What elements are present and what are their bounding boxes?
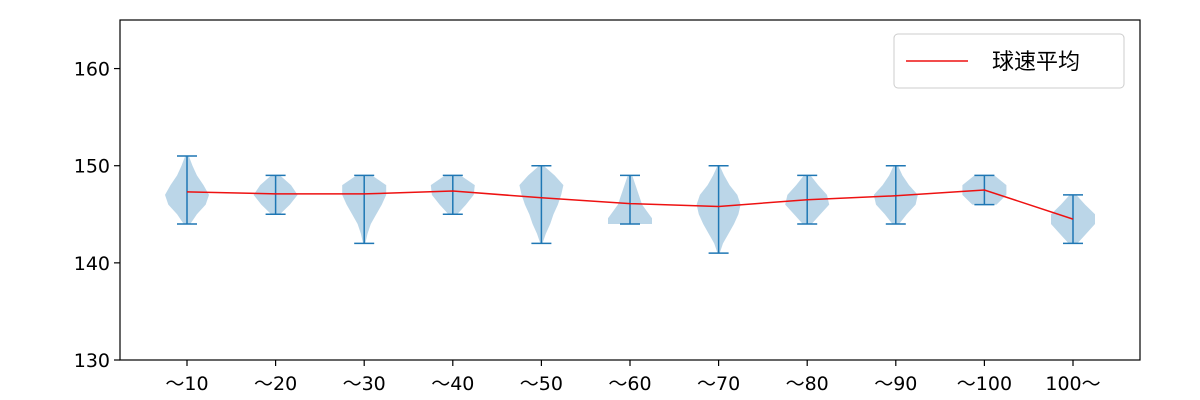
x-tick-label: ～10 bbox=[165, 373, 208, 395]
x-tick-label: ～80 bbox=[786, 373, 829, 395]
violin-2 bbox=[253, 174, 298, 216]
y-tick-label: 140 bbox=[74, 253, 110, 275]
violin-3 bbox=[342, 174, 387, 245]
legend: 球速平均 bbox=[893, 33, 1125, 89]
x-axis: ～10 ～20 ～30 ～40 ～50 ～60 ～70 ～80 ～90 ～100 100～ bbox=[165, 360, 1101, 395]
violin-1 bbox=[165, 155, 209, 225]
x-tick-label: ～60 bbox=[608, 373, 651, 395]
violin-6 bbox=[608, 174, 652, 225]
x-tick-label: ～30 bbox=[343, 373, 386, 395]
legend-box bbox=[893, 33, 1125, 89]
violin-7 bbox=[696, 164, 741, 254]
x-tick-label: ～20 bbox=[254, 373, 297, 395]
x-tick-label: 100～ bbox=[1045, 373, 1100, 395]
x-tick-label: ～40 bbox=[431, 373, 474, 395]
y-tick-label: 150 bbox=[74, 156, 110, 178]
x-tick-label: ～50 bbox=[520, 373, 563, 395]
violin-5 bbox=[519, 164, 564, 245]
y-tick-label: 130 bbox=[74, 350, 110, 372]
legend-label: 球速平均 bbox=[992, 50, 1080, 75]
x-tick-label: ～70 bbox=[697, 373, 740, 395]
x-tick-label: ～100 bbox=[957, 373, 1012, 395]
x-tick-label: ～90 bbox=[874, 373, 917, 395]
y-axis: 130 140 150 160 bbox=[74, 59, 120, 372]
violin-4 bbox=[430, 174, 475, 216]
violin-9 bbox=[873, 164, 918, 225]
y-tick-label: 160 bbox=[74, 59, 110, 81]
violins-group bbox=[165, 155, 1095, 254]
mean-line-group bbox=[186, 189, 1074, 220]
